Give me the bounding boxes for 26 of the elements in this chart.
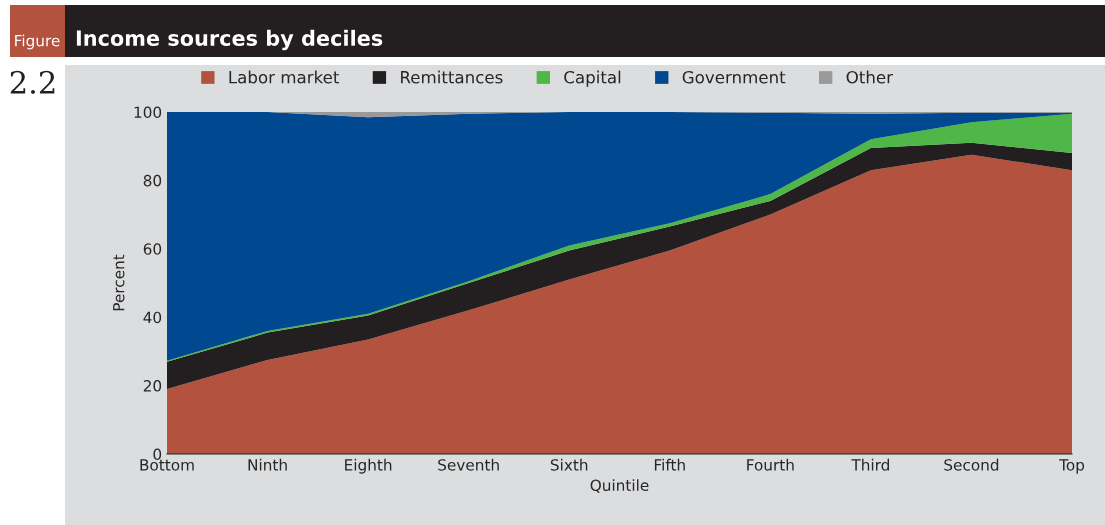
x-tick-label: Bottom xyxy=(140,459,194,471)
legend-label: Remittances xyxy=(401,70,503,84)
text: 2.2 xyxy=(10,70,55,94)
x-tick-label: Seventh xyxy=(438,458,499,471)
x-tick-label: Third xyxy=(851,458,889,471)
legend-label: Government xyxy=(682,70,786,84)
y-tick-label: 0 xyxy=(153,448,162,461)
legend-label: Other xyxy=(846,70,894,84)
x-tick-label: Sixth xyxy=(550,458,588,471)
y-tick-label: 60 xyxy=(143,243,162,255)
y-tick-label: 40 xyxy=(143,311,162,324)
x-tick-label: Top xyxy=(1059,459,1085,474)
x-tick-label: Fifth xyxy=(654,458,685,471)
x-axis-title: Quintile xyxy=(590,479,649,493)
y-tick-label: 100 xyxy=(134,106,162,119)
legend-label: Labor market xyxy=(229,70,340,84)
text: Figure xyxy=(15,34,60,50)
x-tick-label: Second xyxy=(944,458,999,471)
y-axis-title: Percent xyxy=(113,254,125,311)
chart-title: Income sources by deciles xyxy=(76,29,383,51)
x-tick-label: Fourth xyxy=(747,458,794,471)
y-tick-label: 80 xyxy=(143,174,162,187)
x-tick-label: Ninth xyxy=(248,458,287,471)
y-tick-label: 20 xyxy=(143,380,162,392)
legend-label: Capital xyxy=(564,70,621,87)
x-tick-label: Eighth xyxy=(345,458,392,474)
